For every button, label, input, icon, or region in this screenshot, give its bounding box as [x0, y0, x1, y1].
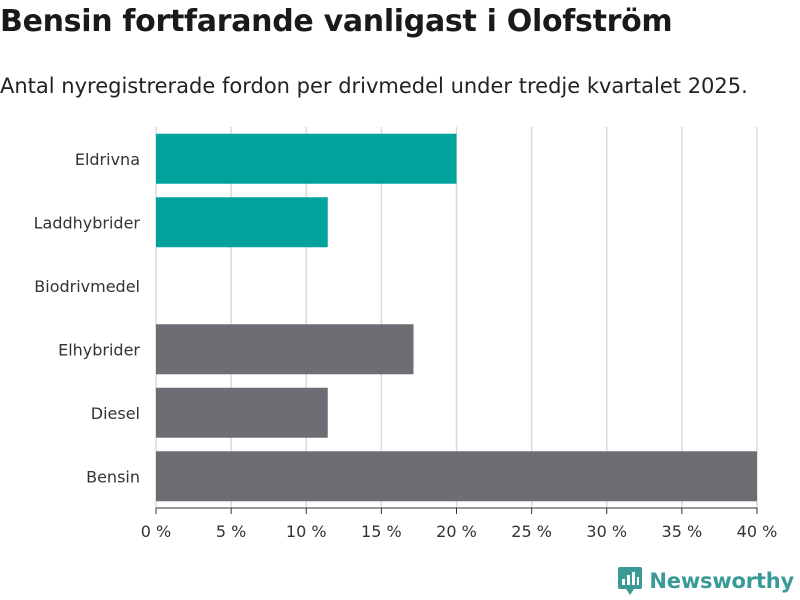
- x-tick-label: 10 %: [286, 522, 327, 541]
- category-label: Elhybrider: [58, 340, 140, 359]
- bar-diesel: [156, 387, 328, 438]
- x-tick-label: 20 %: [436, 522, 477, 541]
- x-tick-label: 30 %: [586, 522, 627, 541]
- category-label: Eldrivna: [75, 150, 140, 169]
- bars: [156, 133, 757, 502]
- x-tick-label: 35 %: [662, 522, 703, 541]
- x-tick-label: 15 %: [361, 522, 402, 541]
- chart-subtitle: Antal nyregistrerade fordon per drivmede…: [0, 74, 748, 98]
- bar-bensin: [156, 451, 757, 502]
- x-tick-label: 40 %: [737, 522, 778, 541]
- bar-elhybrider: [156, 324, 414, 375]
- chart-title: Bensin fortfarande vanligast i Olofström: [0, 4, 673, 39]
- category-label: Diesel: [91, 404, 140, 423]
- newsworthy-logo: Newsworthy: [617, 566, 794, 596]
- category-label: Laddhybrider: [34, 213, 141, 232]
- x-tick-label: 0 %: [141, 522, 171, 541]
- category-label: Bensin: [86, 467, 140, 486]
- grid-lines: [155, 127, 758, 508]
- newsworthy-logo-icon: [618, 567, 643, 595]
- x-tick-label: 25 %: [511, 522, 552, 541]
- x-tick-label: 5 %: [216, 522, 246, 541]
- newsworthy-logo-text: Newsworthy: [649, 569, 794, 593]
- category-labels: Eldrivna Laddhybrider Biodrivmedel Elhybrid…: [34, 150, 141, 487]
- x-axis: 0 % 5 % 10 % 15 % 20 % 25 % 30 % 35 % 40 %: [141, 507, 778, 541]
- category-label: Biodrivmedel: [34, 277, 140, 296]
- bar-eldrivna: [156, 133, 457, 184]
- bar-laddhybrider: [156, 197, 328, 248]
